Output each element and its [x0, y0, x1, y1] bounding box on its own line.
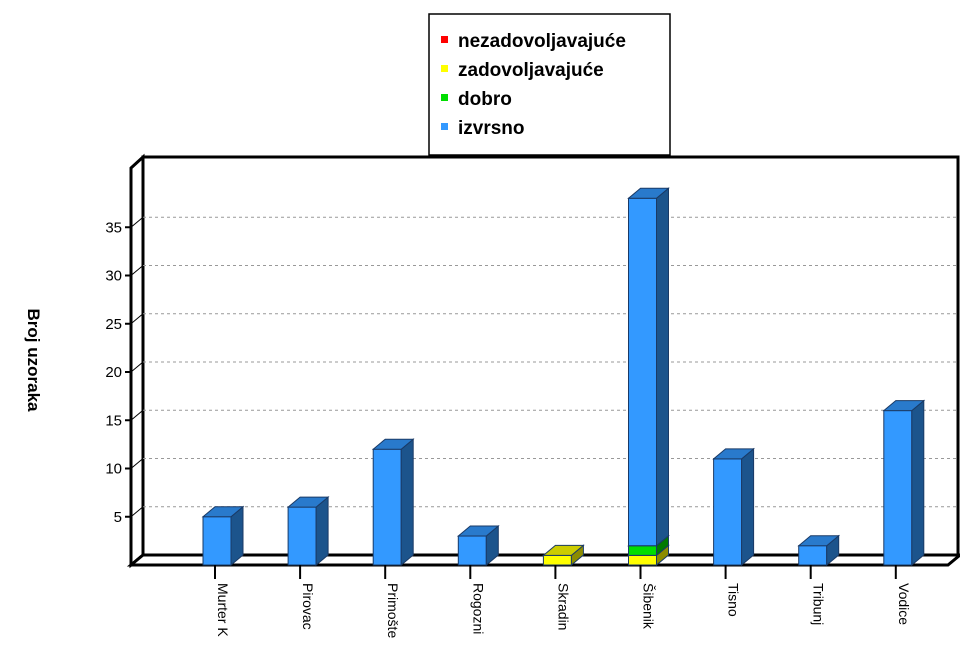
- y-tick-diag: [130, 506, 144, 518]
- bar-top: [712, 448, 755, 460]
- bar-front: [457, 535, 487, 566]
- bar-top: [882, 400, 926, 412]
- bar-top: [286, 496, 330, 508]
- legend-label: izvrsno: [458, 118, 525, 139]
- bar-front: [628, 545, 657, 556]
- bar-side: [741, 447, 755, 567]
- bar: [456, 524, 500, 567]
- bar-top: [201, 506, 245, 518]
- x-axis: Murter K Pirovac Primošte Rogozni Skradin Šib…: [214, 565, 912, 638]
- bar: [882, 399, 926, 567]
- y-tick-diag: [130, 216, 144, 228]
- x-tick-label: Tisno: [726, 583, 742, 617]
- y-axis: 5 10 15 20 25 30 35: [105, 216, 144, 526]
- bar: [712, 447, 755, 567]
- y-tick-diag: [130, 458, 144, 469]
- bar-side: [656, 187, 669, 547]
- bar-top: [456, 525, 500, 537]
- bar-front: [542, 554, 572, 566]
- legend-label: dobro: [458, 89, 512, 110]
- x-tick-label: Vodice: [896, 583, 912, 625]
- bar: [286, 496, 330, 567]
- legend: nezadovoljavajuće zadovoljavajuće dobro izv…: [428, 13, 671, 156]
- bar-front: [372, 448, 402, 566]
- gridlines: [143, 216, 958, 508]
- legend-swatch: [441, 123, 448, 130]
- bar-top: [797, 535, 841, 547]
- bar-front: [628, 197, 657, 547]
- y-tick-diag: [130, 409, 144, 421]
- bar: [371, 438, 415, 567]
- bar-side: [315, 496, 329, 567]
- y-tick-diag: [130, 361, 144, 373]
- x-tick-label: Primošte: [385, 583, 401, 638]
- bars: [201, 187, 926, 567]
- legend-swatch: [441, 36, 448, 43]
- y-tick-label: 35: [105, 219, 122, 236]
- x-tick-label: Tribunj: [811, 583, 827, 625]
- y-tick-label: 10: [105, 461, 122, 478]
- bar-front: [287, 506, 317, 566]
- y-tick-label: 30: [105, 268, 122, 285]
- bar-top: [542, 544, 585, 556]
- x-tick-label: Murter K: [215, 583, 231, 637]
- bar-front: [202, 516, 232, 566]
- y-tick-diag: [130, 313, 144, 325]
- plot-frame: [126, 153, 960, 569]
- bar-front: [713, 458, 743, 566]
- x-tick-label: Rogozni: [470, 583, 486, 634]
- y-tick-diag: [130, 265, 144, 276]
- bar: [542, 544, 585, 567]
- bar-front: [628, 554, 657, 566]
- x-tick-label: Skradin: [555, 583, 571, 630]
- legend-box: [428, 13, 671, 156]
- bar-front: [883, 410, 913, 566]
- legend-swatch: [441, 94, 448, 101]
- bar: [201, 505, 245, 567]
- y-tick-label: 25: [105, 316, 122, 333]
- back-wall: [141, 155, 960, 557]
- x-tick-label: Pirovac: [300, 583, 316, 630]
- bar-top: [627, 187, 670, 199]
- y-tick-label: 15: [105, 412, 122, 429]
- y-tick-label: 20: [105, 364, 122, 381]
- legend-label: zadovoljavajuće: [458, 60, 604, 81]
- bar-side: [400, 438, 414, 567]
- legend-label: nezadovoljavajuće: [458, 31, 626, 52]
- y-axis-label: Broj uzoraka: [24, 309, 43, 413]
- bar-top: [371, 438, 415, 450]
- legend-swatch: [441, 65, 448, 72]
- bar: [627, 187, 670, 547]
- y-tick-label: 5: [114, 509, 122, 526]
- bar: [797, 534, 841, 567]
- bar-side: [911, 399, 925, 567]
- x-tick-label: Šibenik: [641, 583, 657, 630]
- bar-front: [798, 545, 828, 566]
